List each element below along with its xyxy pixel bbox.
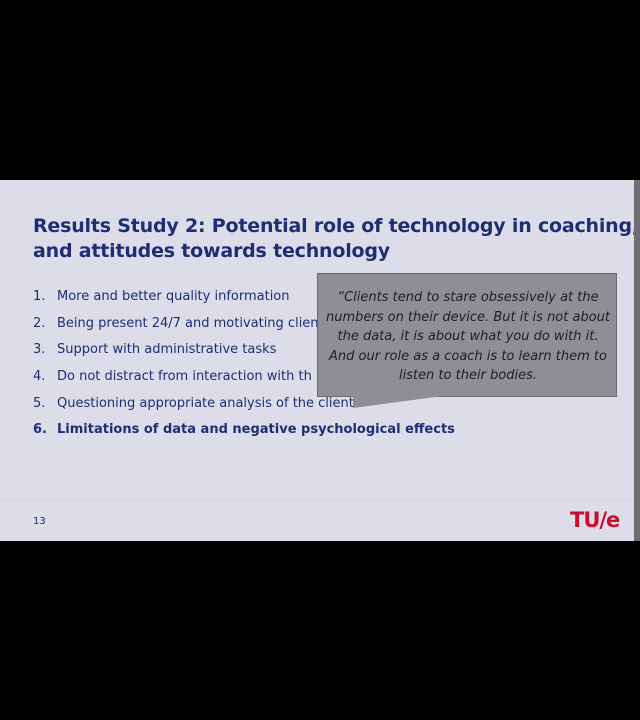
- list-item-number: 5.: [33, 395, 46, 411]
- list-item: 1. More and better quality information: [33, 284, 455, 311]
- list-item: 4. Do not distract from interaction with …: [33, 364, 455, 391]
- slide-edge: [634, 180, 640, 541]
- slide-page-number: 13: [33, 516, 46, 527]
- presentation-slide: Results Study 2: Potential role of techn…: [0, 180, 634, 541]
- list-item-text: More and better quality information: [57, 289, 290, 304]
- list-item-number: 1.: [33, 289, 46, 304]
- list-item: 5. Questioning appropriate analysis of th…: [33, 391, 455, 418]
- list-item: 3. Support with administrative tasks: [33, 337, 455, 364]
- list-item-text: Limitations of data and negative psychol…: [57, 422, 455, 438]
- list-item-number: 4.: [33, 369, 46, 385]
- footer-divider: [0, 500, 634, 501]
- list-item-text: Do not distract from interaction with th: [57, 369, 312, 385]
- coach-quote-line: listen to their bodies.: [398, 368, 538, 383]
- slide-title-line-1: Results Study 2: Potential role of techn…: [33, 215, 634, 237]
- results-list: 1. More and better quality information 2.…: [33, 284, 455, 444]
- list-item: 2. Being present 24/7 and motivating clie…: [33, 311, 455, 338]
- quote-callout-box: [317, 273, 617, 397]
- list-item-text: Questioning appropriate analysis of the …: [57, 395, 365, 411]
- list-item-text: Support with administrative tasks: [57, 342, 277, 358]
- list-item-number: 6.: [33, 422, 47, 438]
- tue-logo: TU/e: [570, 508, 620, 532]
- coach-quote-line: “Clients tend to stare obsessively at th…: [337, 290, 599, 305]
- coach-quote: “Clients tend to stare obsessively at th…: [324, 288, 612, 386]
- list-item-number: 3.: [33, 342, 46, 358]
- slide-title: Results Study 2: Potential role of techn…: [33, 214, 634, 264]
- slide-title-line-2: and attitudes towards technology: [33, 240, 390, 262]
- coach-quote-line: And our role as a coach is to learn them…: [329, 348, 607, 364]
- list-item-text: Being present 24/7 and motivating clien: [57, 315, 319, 331]
- quote-callout-tail: [353, 396, 443, 408]
- coach-quote-line: numbers on their device. But it is not a…: [325, 309, 611, 325]
- list-item-highlighted: 6. Limitations of data and negative psych…: [33, 417, 455, 444]
- coach-quote-line: the data, it is about what you do with i…: [337, 329, 599, 344]
- list-item-number: 2.: [33, 315, 46, 331]
